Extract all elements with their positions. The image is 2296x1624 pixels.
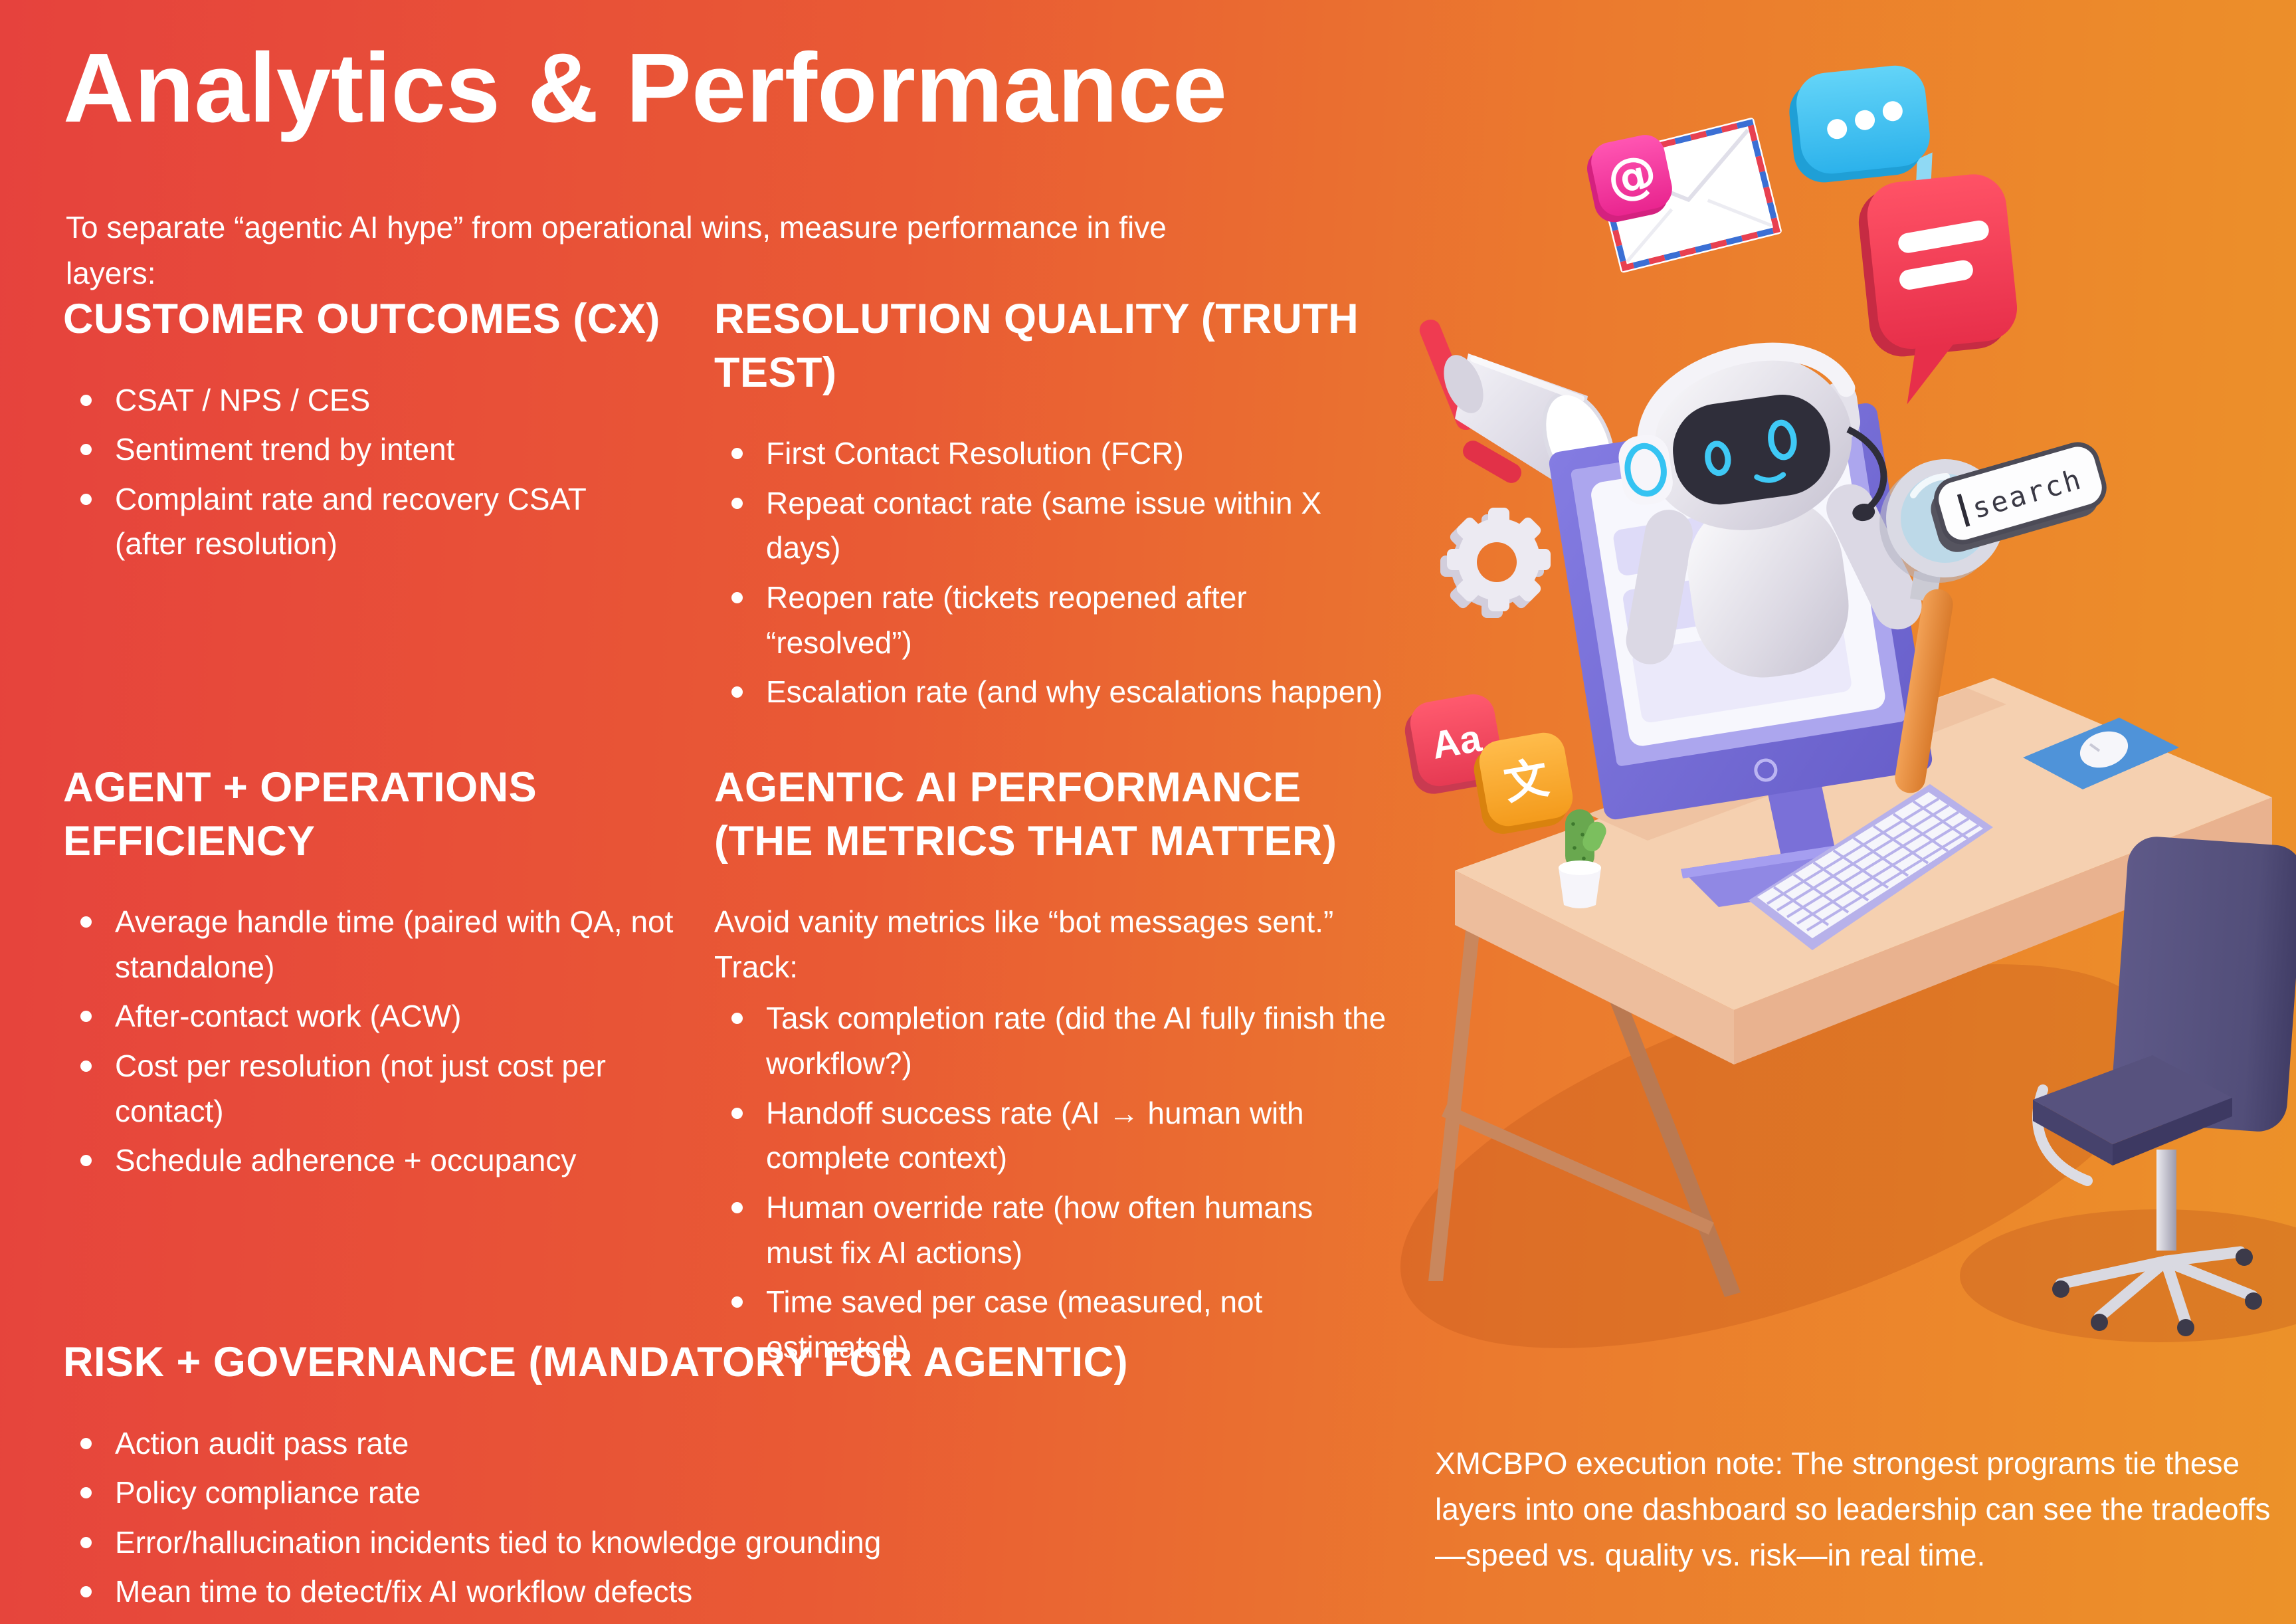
floor-shadows bbox=[1400, 964, 2296, 1348]
bullet-list: Action audit pass rate Policy compliance… bbox=[63, 1421, 1286, 1615]
bullet-list: Average handle time (paired with QA, not… bbox=[63, 900, 701, 1183]
office-chair bbox=[2032, 837, 2296, 1336]
section-heading: RESOLUTION QUALITY (TRUTH TEST) bbox=[714, 296, 1359, 396]
bullet-item: Cost per resolution (not just cost per c… bbox=[80, 1044, 701, 1134]
section-risk-governance: RISK + GOVERNANCE (MANDATORY FOR AGENTIC… bbox=[63, 1336, 1286, 1619]
bullet-item: Complaint rate and recovery CSAT (after … bbox=[80, 477, 640, 567]
keyboard bbox=[1749, 784, 1993, 950]
bullet-item: Reopen rate (tickets reopened after “res… bbox=[731, 575, 1398, 665]
translate-icons: Aa 文 bbox=[1404, 694, 1573, 834]
bullet-item: CSAT / NPS / CES bbox=[80, 378, 701, 423]
section-customer-outcomes: CUSTOMER OUTCOMES (CX) CSAT / NPS / CES … bbox=[63, 292, 701, 571]
section-heading: CUSTOMER OUTCOMES (CX) bbox=[63, 296, 660, 342]
page-title: Analytics & Performance bbox=[63, 33, 1228, 143]
robot-agent-icon bbox=[1618, 342, 1922, 678]
cactus-plant bbox=[1559, 809, 1606, 908]
chat-bubble-dots-icon bbox=[1789, 65, 1933, 223]
svg-text:Aa: Aa bbox=[1428, 716, 1485, 767]
intro-text: To separate “agentic AI hype” from opera… bbox=[66, 210, 1167, 290]
section-resolution-quality: RESOLUTION QUALITY (TRUTH TEST) First Co… bbox=[714, 292, 1398, 720]
bullet-item: Escalation rate (and why escalations hap… bbox=[731, 670, 1398, 715]
bullet-item: Action audit pass rate bbox=[80, 1421, 1286, 1467]
bullet-item: Schedule adherence + occupancy bbox=[80, 1138, 701, 1183]
bullet-list: First Contact Resolution (FCR) Repeat co… bbox=[714, 431, 1398, 715]
bullet-item: Error/hallucination incidents tied to kn… bbox=[80, 1520, 1286, 1566]
chat-bubble-lines-icon bbox=[1858, 174, 2018, 405]
bullet-item: Sentiment trend by intent bbox=[80, 427, 701, 472]
section-heading: RISK + GOVERNANCE (MANDATORY FOR AGENTIC… bbox=[63, 1339, 1129, 1385]
bullet-item: Human override rate (how often humans mu… bbox=[731, 1185, 1351, 1275]
bullet-item: After-contact work (ACW) bbox=[80, 994, 701, 1039]
bullet-item: Average handle time (paired with QA, not… bbox=[80, 900, 701, 989]
search-magnifier-icon: search bbox=[1879, 442, 2107, 793]
bullet-item: Handoff success rate (AI → human with co… bbox=[731, 1091, 1398, 1181]
bullet-list: CSAT / NPS / CES Sentiment trend by inte… bbox=[63, 378, 701, 567]
bullet-item: Mean time to detect/fix AI workflow defe… bbox=[80, 1570, 1286, 1615]
svg-text:文: 文 bbox=[1500, 752, 1552, 810]
gear-icon bbox=[1440, 508, 1551, 618]
section-heading: AGENTIC AI PERFORMANCE (THE METRICS THAT… bbox=[714, 764, 1337, 864]
mouse bbox=[2023, 718, 2179, 789]
at-badge-icon: @ bbox=[1587, 135, 1672, 223]
execution-note: XMCBPO execution note: The strongest pro… bbox=[1435, 1446, 2271, 1572]
section-agentic-ai-performance: AGENTIC AI PERFORMANCE (THE METRICS THAT… bbox=[714, 761, 1398, 1374]
section-intro: Avoid vanity metrics like “bot messages … bbox=[714, 904, 1334, 984]
robot-desk-illustration: @ bbox=[1400, 65, 2296, 1348]
bullet-item: Repeat contact rate (same issue within X… bbox=[731, 481, 1398, 571]
bullet-item: Time saved per case (measured, not estim… bbox=[731, 1280, 1398, 1370]
bullet-list: Task completion rate (did the AI fully f… bbox=[714, 996, 1398, 1370]
bullet-item: First Contact Resolution (FCR) bbox=[731, 431, 1398, 476]
section-agent-operations-efficiency: AGENT + OPERATIONS EFFICIENCY Average ha… bbox=[63, 761, 701, 1188]
search-input: search bbox=[1931, 442, 2107, 552]
svg-text:@: @ bbox=[1602, 143, 1662, 209]
section-heading: AGENT + OPERATIONS EFFICIENCY bbox=[63, 764, 537, 864]
bullet-item: Task completion rate (did the AI fully f… bbox=[731, 996, 1398, 1086]
bullet-item: Policy compliance rate bbox=[80, 1471, 1286, 1516]
